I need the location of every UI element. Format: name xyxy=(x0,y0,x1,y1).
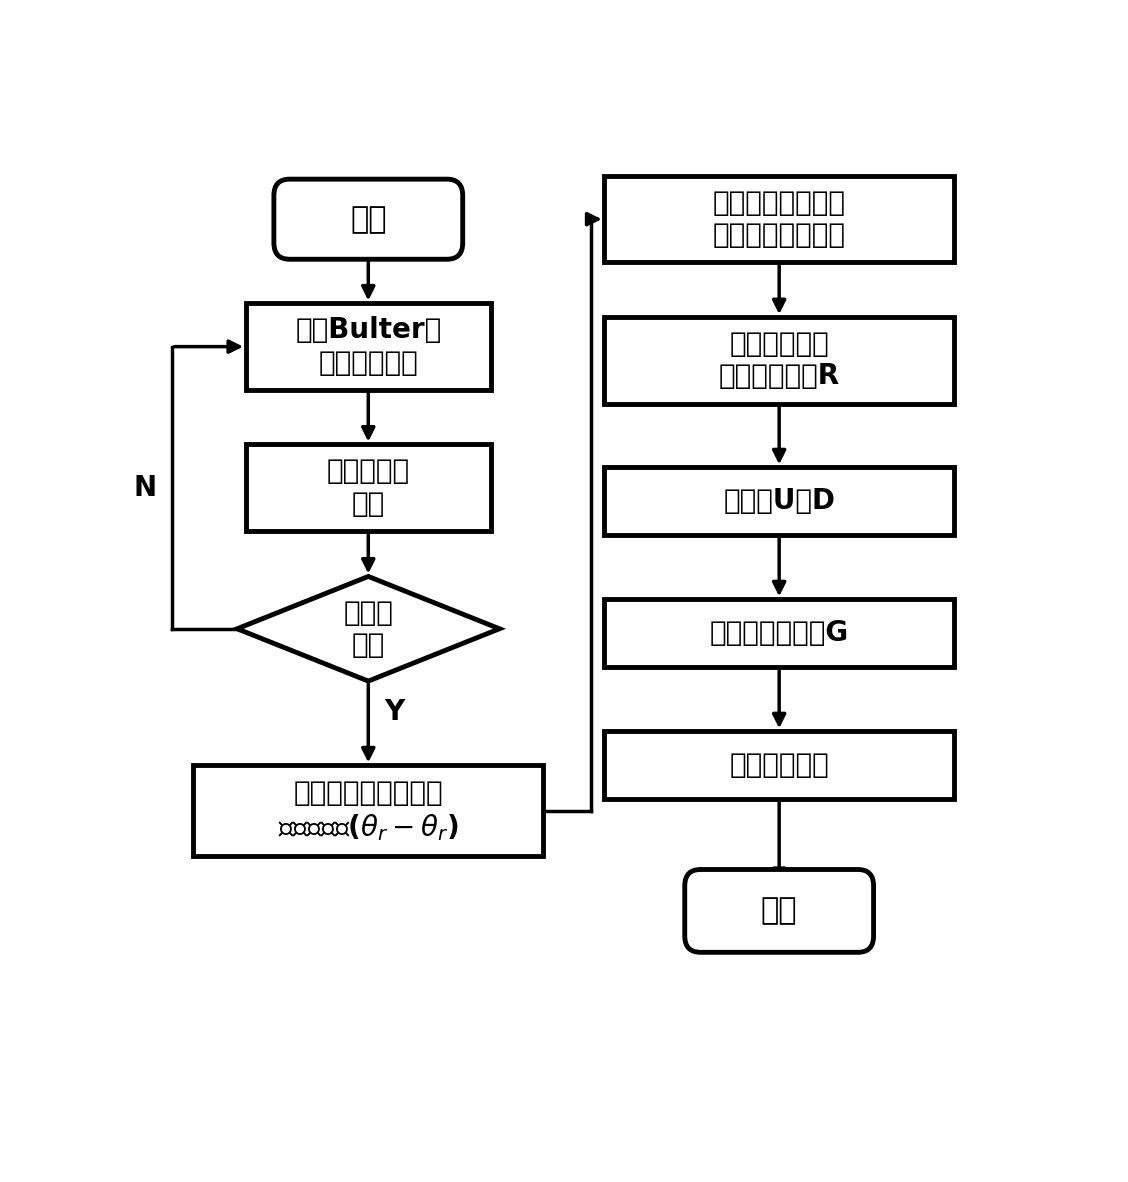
FancyBboxPatch shape xyxy=(274,180,462,259)
FancyBboxPatch shape xyxy=(605,467,954,535)
Text: 运用时钟判断目标点
的粗略位置($\theta_r - \theta_r$): 运用时钟判断目标点 的粗略位置($\theta_r - \theta_r$) xyxy=(277,779,459,843)
Text: 记录时间点
信息: 记录时间点 信息 xyxy=(327,457,409,518)
Text: 获取目标区域
的自相关矩阵R: 获取目标区域 的自相关矩阵R xyxy=(719,330,839,390)
FancyBboxPatch shape xyxy=(685,870,873,953)
Polygon shape xyxy=(237,577,500,681)
Text: 求目标点位置: 求目标点位置 xyxy=(730,752,829,779)
FancyBboxPatch shape xyxy=(246,444,491,531)
Text: 分解的U和D: 分解的U和D xyxy=(723,487,835,515)
Text: 馈电网络集中汇聚
在目标点所在区域: 馈电网络集中汇聚 在目标点所在区域 xyxy=(713,189,846,249)
FancyBboxPatch shape xyxy=(605,317,954,403)
FancyBboxPatch shape xyxy=(246,304,491,390)
Text: 运用Bulter矩
阵空间点扫描: 运用Bulter矩 阵空间点扫描 xyxy=(296,317,441,377)
Text: 开始: 开始 xyxy=(350,204,387,234)
Text: 组成噪声子空间G: 组成噪声子空间G xyxy=(710,619,848,648)
Text: 结束: 结束 xyxy=(761,896,797,926)
Text: N: N xyxy=(134,474,157,501)
Text: 是否有
目标: 是否有 目标 xyxy=(343,598,394,658)
FancyBboxPatch shape xyxy=(605,599,954,668)
FancyBboxPatch shape xyxy=(605,732,954,799)
FancyBboxPatch shape xyxy=(194,765,544,856)
FancyBboxPatch shape xyxy=(605,176,954,262)
Text: Y: Y xyxy=(385,699,405,726)
